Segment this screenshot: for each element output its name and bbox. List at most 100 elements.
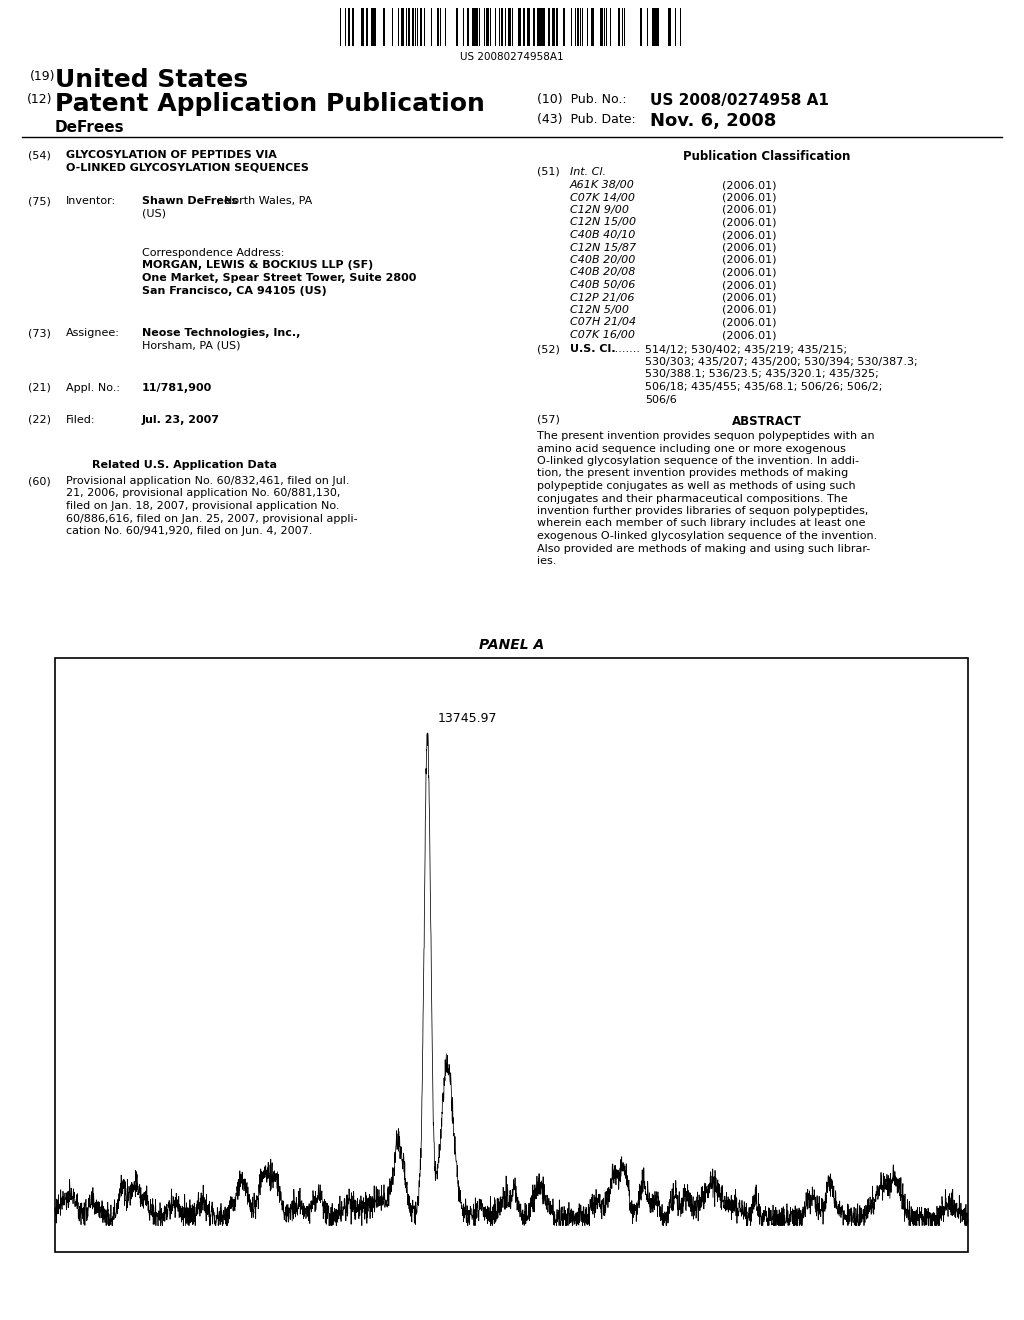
Bar bbox=[371, 8, 373, 46]
Text: (2006.01): (2006.01) bbox=[722, 193, 776, 202]
Text: polypeptide conjugates as well as methods of using such: polypeptide conjugates as well as method… bbox=[537, 480, 856, 491]
Text: C40B 20/08: C40B 20/08 bbox=[570, 268, 635, 277]
Bar bbox=[542, 8, 545, 46]
Bar bbox=[618, 8, 620, 46]
Bar bbox=[591, 8, 594, 46]
Bar bbox=[486, 8, 489, 46]
Text: A61K 38/00: A61K 38/00 bbox=[570, 180, 635, 190]
Text: U.S. Cl.: U.S. Cl. bbox=[570, 345, 615, 355]
Text: (10)  Pub. No.:: (10) Pub. No.: bbox=[537, 92, 627, 106]
Text: US 20080274958A1: US 20080274958A1 bbox=[460, 51, 564, 62]
Bar bbox=[600, 8, 603, 46]
Text: amino acid sequence including one or more exogenous: amino acid sequence including one or mor… bbox=[537, 444, 846, 454]
Bar bbox=[552, 8, 555, 46]
Text: 11/781,900: 11/781,900 bbox=[142, 383, 212, 393]
Bar bbox=[374, 8, 376, 46]
Text: 60/886,616, filed on Jan. 25, 2007, provisional appli-: 60/886,616, filed on Jan. 25, 2007, prov… bbox=[66, 513, 357, 524]
Text: The present invention provides sequon polypeptides with an: The present invention provides sequon po… bbox=[537, 432, 874, 441]
Text: (2006.01): (2006.01) bbox=[722, 280, 776, 290]
Bar bbox=[348, 8, 350, 46]
Text: 514/12; 530/402; 435/219; 435/215;: 514/12; 530/402; 435/219; 435/215; bbox=[645, 345, 847, 355]
Text: (75): (75) bbox=[28, 195, 51, 206]
Bar bbox=[640, 8, 642, 46]
Text: Inventor:: Inventor: bbox=[66, 195, 116, 206]
Bar bbox=[476, 8, 478, 46]
Bar bbox=[652, 8, 654, 46]
Text: exogenous O-linked glycosylation sequence of the invention.: exogenous O-linked glycosylation sequenc… bbox=[537, 531, 878, 541]
Text: (2006.01): (2006.01) bbox=[722, 318, 776, 327]
Text: Also provided are methods of making and using such librar-: Also provided are methods of making and … bbox=[537, 544, 870, 553]
Text: O-linked glycosylation sequence of the invention. In addi-: O-linked glycosylation sequence of the i… bbox=[537, 455, 859, 466]
Text: O-LINKED GLYCOSYLATION SEQUENCES: O-LINKED GLYCOSYLATION SEQUENCES bbox=[66, 162, 309, 173]
Text: conjugates and their pharmaceutical compositions. The: conjugates and their pharmaceutical comp… bbox=[537, 494, 848, 503]
Text: Shawn DeFrees: Shawn DeFrees bbox=[142, 195, 238, 206]
Text: wherein each member of such library includes at least one: wherein each member of such library incl… bbox=[537, 519, 865, 528]
Text: United States: United States bbox=[55, 69, 248, 92]
Text: 13745.97: 13745.97 bbox=[437, 711, 497, 725]
Text: Correspondence Address:: Correspondence Address: bbox=[142, 248, 285, 257]
Text: Patent Application Publication: Patent Application Publication bbox=[55, 92, 485, 116]
Bar bbox=[527, 8, 530, 46]
Text: (12): (12) bbox=[27, 92, 52, 106]
Bar bbox=[534, 8, 535, 46]
Text: (2006.01): (2006.01) bbox=[722, 293, 776, 302]
Text: Int. Cl.: Int. Cl. bbox=[570, 168, 606, 177]
Text: GLYCOSYLATION OF PEPTIDES VIA: GLYCOSYLATION OF PEPTIDES VIA bbox=[66, 150, 276, 160]
Text: C12P 21/06: C12P 21/06 bbox=[570, 293, 635, 302]
Text: 506/6: 506/6 bbox=[645, 395, 677, 404]
Text: filed on Jan. 18, 2007, provisional application No.: filed on Jan. 18, 2007, provisional appl… bbox=[66, 502, 340, 511]
Text: MORGAN, LEWIS & BOCKIUS LLP (SF): MORGAN, LEWIS & BOCKIUS LLP (SF) bbox=[142, 260, 374, 271]
Text: 506/18; 435/455; 435/68.1; 506/26; 506/2;: 506/18; 435/455; 435/68.1; 506/26; 506/2… bbox=[645, 381, 883, 392]
Text: (54): (54) bbox=[28, 150, 51, 160]
Bar bbox=[657, 8, 659, 46]
Text: (2006.01): (2006.01) bbox=[722, 243, 776, 252]
Text: Related U.S. Application Data: Related U.S. Application Data bbox=[92, 459, 278, 470]
Text: Publication Classification: Publication Classification bbox=[683, 150, 851, 162]
Bar bbox=[556, 8, 558, 46]
Text: C07H 21/04: C07H 21/04 bbox=[570, 318, 636, 327]
Text: Provisional application No. 60/832,461, filed on Jul.: Provisional application No. 60/832,461, … bbox=[66, 477, 349, 486]
Text: tion, the present invention provides methods of making: tion, the present invention provides met… bbox=[537, 469, 848, 479]
Text: ........: ........ bbox=[612, 345, 641, 355]
Text: Nov. 6, 2008: Nov. 6, 2008 bbox=[650, 112, 776, 129]
Text: (21): (21) bbox=[28, 383, 51, 393]
Text: US 2008/0274958 A1: US 2008/0274958 A1 bbox=[650, 92, 828, 108]
Bar bbox=[420, 8, 422, 46]
Text: Horsham, PA (US): Horsham, PA (US) bbox=[142, 341, 241, 351]
Text: ABSTRACT: ABSTRACT bbox=[732, 414, 802, 428]
Text: (US): (US) bbox=[142, 209, 166, 219]
Text: C40B 40/10: C40B 40/10 bbox=[570, 230, 635, 240]
Bar bbox=[473, 8, 476, 46]
Bar bbox=[408, 8, 410, 46]
Text: One Market, Spear Street Tower, Suite 2800: One Market, Spear Street Tower, Suite 28… bbox=[142, 273, 417, 282]
Text: Appl. No.:: Appl. No.: bbox=[66, 383, 120, 393]
Text: (51): (51) bbox=[537, 168, 560, 177]
Text: C07K 14/00: C07K 14/00 bbox=[570, 193, 635, 202]
Text: ies.: ies. bbox=[537, 556, 556, 566]
Bar bbox=[537, 8, 539, 46]
Text: 530/303; 435/207; 435/200; 530/394; 530/387.3;: 530/303; 435/207; 435/200; 530/394; 530/… bbox=[645, 356, 918, 367]
Text: (2006.01): (2006.01) bbox=[722, 305, 776, 315]
Text: C12N 9/00: C12N 9/00 bbox=[570, 205, 629, 215]
Text: C40B 20/00: C40B 20/00 bbox=[570, 255, 635, 265]
Text: Jul. 23, 2007: Jul. 23, 2007 bbox=[142, 414, 220, 425]
Text: , North Wales, PA: , North Wales, PA bbox=[217, 195, 312, 206]
Text: San Francisco, CA 94105 (US): San Francisco, CA 94105 (US) bbox=[142, 285, 327, 296]
Bar bbox=[577, 8, 579, 46]
Text: (2006.01): (2006.01) bbox=[722, 268, 776, 277]
Bar bbox=[55, 657, 968, 1251]
Bar bbox=[361, 8, 364, 46]
Text: Filed:: Filed: bbox=[66, 414, 95, 425]
Text: (43)  Pub. Date:: (43) Pub. Date: bbox=[537, 114, 636, 125]
Bar bbox=[402, 8, 404, 46]
Text: (2006.01): (2006.01) bbox=[722, 180, 776, 190]
Bar bbox=[501, 8, 503, 46]
Text: C12N 15/00: C12N 15/00 bbox=[570, 218, 636, 227]
Bar bbox=[654, 8, 657, 46]
Text: PANEL A: PANEL A bbox=[479, 638, 545, 652]
Bar bbox=[548, 8, 550, 46]
Bar bbox=[518, 8, 521, 46]
Text: C40B 50/06: C40B 50/06 bbox=[570, 280, 635, 290]
Text: (52): (52) bbox=[537, 345, 560, 355]
Text: Neose Technologies, Inc.,: Neose Technologies, Inc., bbox=[142, 327, 300, 338]
